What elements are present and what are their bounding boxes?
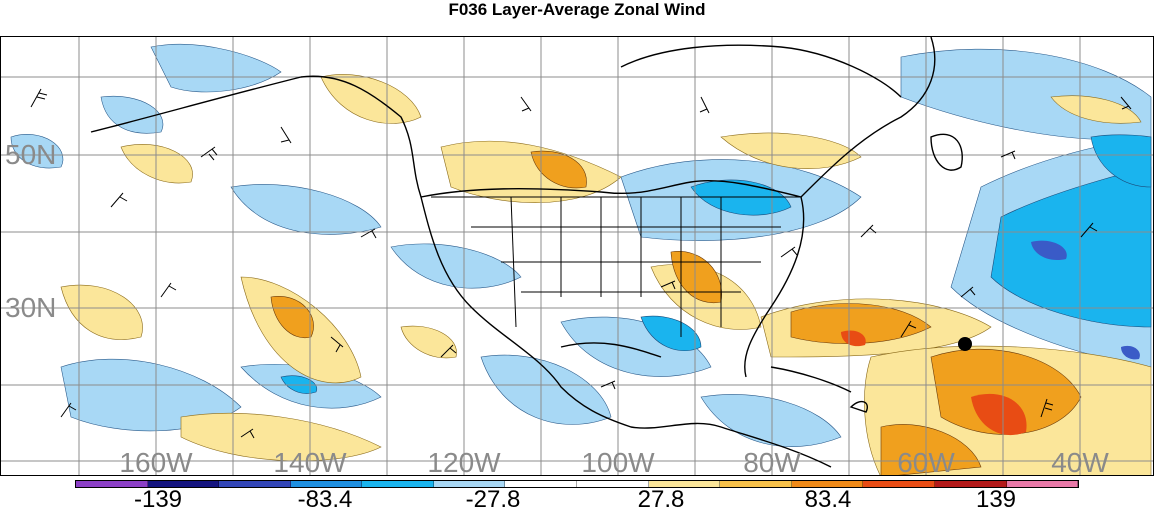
colorbar-segment	[219, 481, 291, 487]
lat-label-50n: 50N	[5, 141, 56, 169]
lon-label-40w: 40W	[1051, 449, 1109, 476]
colorbar	[75, 480, 1079, 488]
colorbar-label: 27.8	[638, 486, 685, 514]
colorbar-label: -27.8	[466, 486, 521, 514]
colorbar-label: 83.4	[805, 486, 852, 514]
lon-label-100w: 100W	[581, 449, 654, 476]
lon-label-140w: 140W	[273, 449, 346, 476]
lon-label-60w: 60W	[897, 449, 955, 476]
wind-field-map	[1, 37, 1154, 476]
colorbar-label: 139	[976, 486, 1016, 514]
colorbar-segment	[863, 481, 935, 487]
station-marker	[958, 337, 972, 351]
lat-label-30n: 30N	[5, 294, 56, 322]
map-panel: 50N 30N 160W 140W 120W 100W 80W 60W 40W	[0, 36, 1154, 476]
colorbar-segment	[362, 481, 434, 487]
lon-label-80w: 80W	[743, 449, 801, 476]
map-title: F036 Layer-Average Zonal Wind	[0, 0, 1154, 20]
lon-label-120w: 120W	[427, 449, 500, 476]
colorbar-segment	[1007, 481, 1079, 487]
colorbar-label: -83.4	[298, 486, 353, 514]
colorbar-label: -139	[134, 486, 182, 514]
colorbar-segment	[720, 481, 792, 487]
lon-label-160w: 160W	[119, 449, 192, 476]
